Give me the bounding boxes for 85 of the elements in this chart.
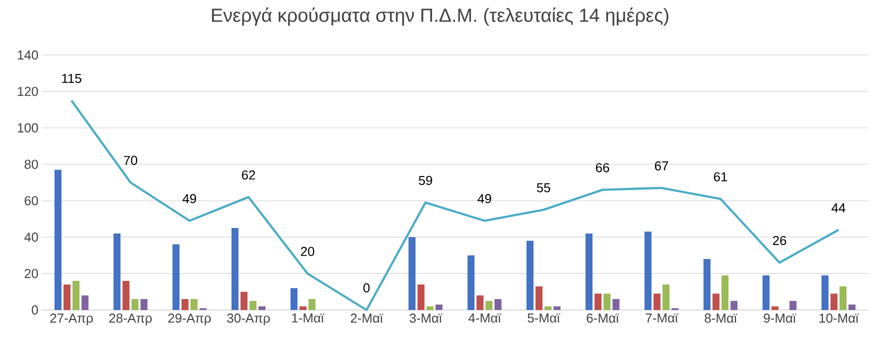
bar	[190, 299, 198, 310]
bar	[486, 300, 493, 310]
bar	[712, 294, 720, 310]
x-tick-label: 30-Απρ	[227, 314, 270, 326]
bar	[468, 255, 475, 310]
bar	[594, 294, 602, 310]
y-tick-label: 60	[24, 196, 38, 206]
bar	[54, 170, 62, 310]
x-tick-label: 28-Απρ	[109, 314, 152, 326]
bar	[722, 275, 729, 310]
bar	[494, 299, 502, 310]
x-tick-label: 6-Μαϊ	[586, 314, 620, 323]
data-label: 20	[300, 246, 314, 256]
chart-title: Ενεργά κρούσματα στην Π.Δ.Μ. (τελευταίες 14 ημέρες)	[212, 8, 668, 26]
bar	[848, 304, 856, 310]
bar	[240, 292, 248, 310]
bar	[476, 295, 484, 310]
data-label: 59	[418, 176, 432, 186]
data-label: 55	[536, 183, 550, 192]
y-tick-label: 120	[18, 86, 38, 96]
data-label: 44	[832, 203, 846, 212]
x-tick-label: 7-Μαϊ	[646, 314, 678, 323]
bar	[554, 306, 561, 310]
data-label: 61	[714, 172, 728, 182]
x-tick-label: 3-Μαϊ	[410, 314, 442, 323]
bar	[258, 306, 266, 310]
bar	[830, 294, 838, 310]
y-tick-label: 80	[24, 160, 38, 169]
bar	[172, 244, 180, 310]
x-tick-label: 29-Απρ	[168, 314, 211, 326]
y-tick-label: 140	[18, 50, 38, 60]
data-label: 26	[772, 236, 786, 246]
bar	[426, 306, 434, 310]
bar	[182, 299, 188, 310]
bar	[654, 294, 661, 310]
x-tick-label: 5-Μαϊ	[528, 314, 560, 323]
bar	[82, 295, 88, 310]
bar	[840, 286, 847, 310]
data-label: 62	[242, 170, 256, 180]
bar	[232, 228, 239, 310]
bar	[308, 299, 316, 310]
x-tick-label: 2-Μαϊ	[350, 314, 384, 323]
bar	[436, 304, 443, 310]
y-tick-label: 0	[32, 305, 38, 315]
bar	[526, 240, 534, 310]
data-label: 67	[654, 161, 668, 170]
bar	[612, 299, 620, 310]
bar	[300, 306, 307, 310]
bar	[140, 299, 148, 310]
bar	[408, 237, 416, 310]
bar	[536, 286, 543, 310]
x-tick-label: 4-Μαϊ	[468, 314, 502, 323]
bar	[822, 275, 829, 310]
bar	[644, 232, 652, 310]
bar	[114, 234, 120, 310]
bar	[604, 294, 611, 310]
data-label: 115	[62, 74, 82, 84]
bar	[772, 306, 779, 310]
x-tick-label: 8-Μαϊ	[704, 314, 738, 323]
y-tick-label: 100	[18, 123, 38, 132]
data-label: 49	[182, 194, 196, 204]
x-tick-label: 10-Μαϊ	[820, 314, 859, 323]
bar	[132, 299, 138, 310]
bar	[122, 280, 130, 310]
bar	[544, 306, 552, 310]
bar	[790, 300, 797, 310]
bar	[662, 284, 670, 310]
x-tick-label: 1-Μαϊ	[292, 314, 324, 323]
bar	[250, 300, 257, 310]
y-tick-label: 40	[24, 232, 38, 242]
bar	[290, 288, 298, 310]
x-tick-label: 9-Μαϊ	[764, 314, 796, 323]
bar	[418, 284, 425, 310]
bar	[730, 300, 738, 310]
bar	[72, 280, 80, 310]
bar	[64, 284, 70, 310]
data-label: 66	[596, 163, 610, 172]
bar	[704, 259, 711, 310]
data-label: 0	[363, 283, 370, 292]
data-label: 70	[124, 156, 138, 165]
bar	[586, 234, 593, 310]
bar	[762, 275, 770, 310]
data-label: 49	[478, 194, 492, 204]
y-tick-label: 20	[24, 268, 38, 278]
x-tick-label: 27-Απρ	[50, 314, 93, 326]
